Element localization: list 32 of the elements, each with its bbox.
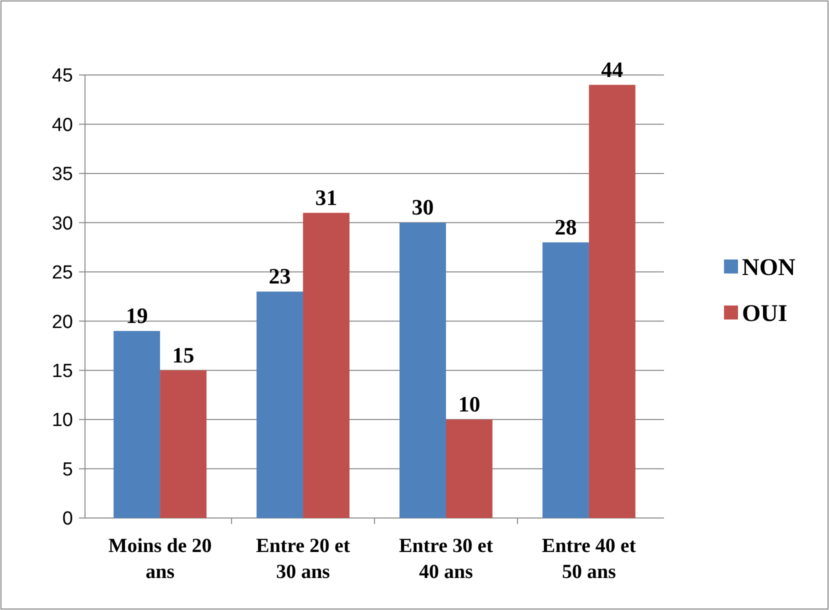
y-tick-label: 45	[52, 66, 73, 87]
bar	[160, 370, 207, 518]
data-label: 23	[268, 264, 291, 289]
bar	[303, 212, 350, 518]
legend-label: OUI	[742, 300, 788, 327]
y-tick-label: 5	[62, 459, 73, 480]
data-label: 30	[412, 194, 434, 220]
bar	[400, 222, 446, 518]
y-tick-label: 20	[52, 312, 73, 333]
data-label: 10	[458, 392, 480, 417]
data-label: 15	[172, 342, 194, 368]
x-tick-label: Moins de 20 ans	[108, 535, 212, 583]
bar	[256, 292, 304, 518]
data-label: 19	[126, 302, 148, 328]
y-tick-label: 0	[62, 508, 73, 530]
bar	[446, 420, 492, 518]
bar	[542, 242, 589, 518]
y-tick-label: 40	[52, 114, 73, 136]
x-tick-label: Entre 40 et 50 ans	[542, 535, 636, 583]
data-label: 28	[554, 214, 577, 240]
y-tick-label: 25	[52, 262, 73, 284]
y-tick-label: 10	[52, 410, 73, 432]
y-tick-label: 35	[52, 164, 73, 186]
bar	[114, 330, 160, 518]
x-tick-label: Entre 20 et 30 ans	[256, 535, 350, 583]
y-tick-label: 30	[52, 213, 73, 234]
bar	[588, 84, 636, 518]
y-tick-label: 15	[52, 360, 73, 382]
data-label: 31	[315, 184, 338, 210]
x-tick-label: Entre 30 et 40 ans	[398, 535, 494, 583]
legend-label: NON	[742, 254, 796, 281]
data-label: 44	[601, 56, 624, 82]
